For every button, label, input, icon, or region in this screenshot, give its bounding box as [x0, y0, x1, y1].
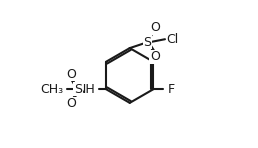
Text: S: S [74, 83, 82, 96]
Text: NH: NH [77, 83, 96, 96]
Text: S: S [143, 36, 151, 49]
Text: O: O [66, 68, 76, 81]
Text: O: O [150, 21, 160, 34]
Text: O: O [66, 98, 76, 110]
Text: O: O [150, 50, 160, 63]
Text: Cl: Cl [167, 33, 179, 46]
Text: F: F [167, 83, 175, 96]
Text: CH₃: CH₃ [41, 83, 64, 96]
